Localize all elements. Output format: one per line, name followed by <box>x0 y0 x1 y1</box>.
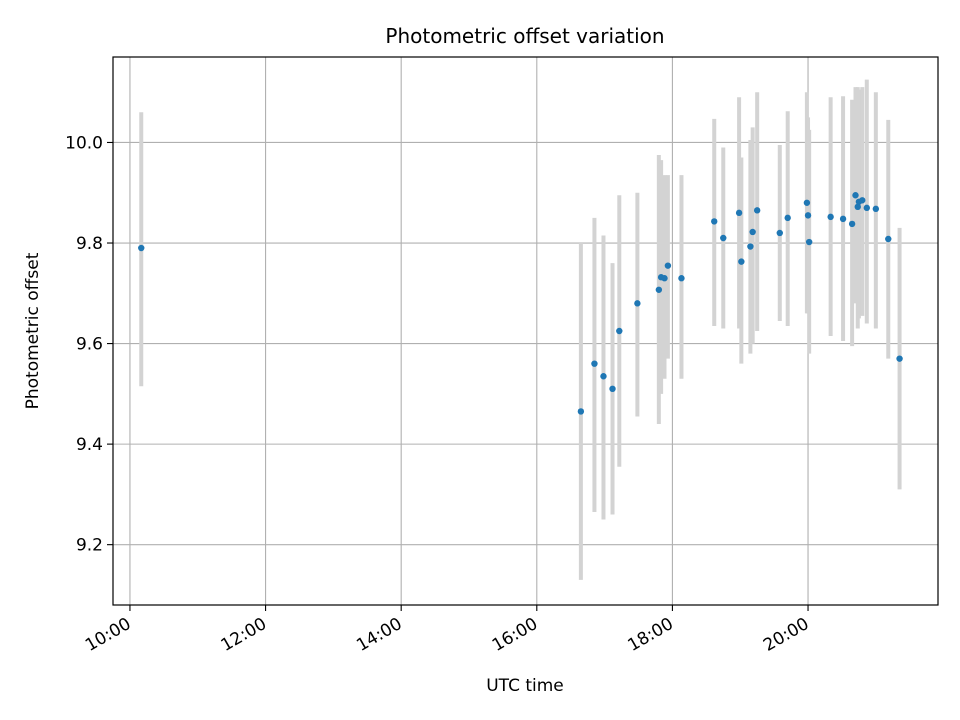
data-point <box>616 327 623 335</box>
data-point <box>609 385 616 393</box>
x-axis-title: UTC time <box>486 676 564 696</box>
data-point <box>735 209 743 217</box>
y-tick-label: 9.8 <box>76 234 103 254</box>
plot-area-frame <box>112 56 939 606</box>
data-point <box>664 262 672 269</box>
data-point <box>804 212 812 219</box>
y-tick-label: 9.2 <box>76 536 103 556</box>
data-point <box>839 215 847 223</box>
data-point <box>655 286 663 293</box>
y-axis-title: Photometric offset <box>23 252 43 409</box>
data-point <box>738 258 745 265</box>
data-point <box>591 360 598 367</box>
data-point <box>711 218 718 225</box>
data-point <box>863 204 871 212</box>
data-points <box>138 192 903 415</box>
chart-title: Photometric offset variation <box>385 24 664 48</box>
y-tick-label: 9.6 <box>76 335 103 355</box>
data-point <box>720 234 727 242</box>
data-point <box>747 243 754 250</box>
data-point <box>852 192 859 199</box>
data-point <box>827 213 834 221</box>
data-point <box>138 244 145 252</box>
data-point <box>661 275 668 282</box>
data-point <box>872 205 880 213</box>
y-tick-label: 9.4 <box>76 435 103 455</box>
data-point <box>577 408 585 415</box>
data-point <box>854 203 861 211</box>
data-point <box>678 275 685 282</box>
data-point <box>805 238 813 246</box>
data-point <box>600 373 607 380</box>
data-point <box>859 197 866 204</box>
data-point <box>803 199 811 206</box>
data-point <box>896 355 903 362</box>
y-axis-ticks: 9.2 9.4 9.6 9.8 10.0 <box>65 133 113 556</box>
y-tick-label: 10.0 <box>65 133 103 153</box>
data-point <box>749 228 756 236</box>
data-point <box>776 229 783 237</box>
data-point <box>753 207 761 214</box>
data-point <box>634 300 641 307</box>
data-point <box>784 214 791 222</box>
data-point <box>848 220 856 228</box>
data-point <box>885 235 892 243</box>
